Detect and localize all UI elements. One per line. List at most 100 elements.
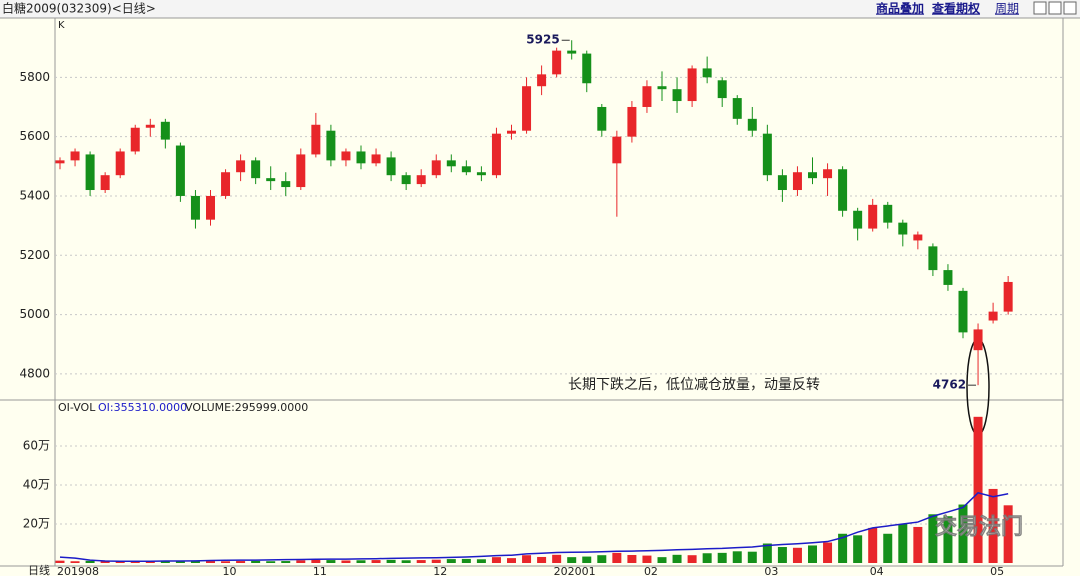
volume-bar xyxy=(371,560,381,563)
volume-bar xyxy=(687,555,697,563)
candle-body xyxy=(687,68,697,102)
candle-body xyxy=(672,89,682,102)
candle-body xyxy=(537,74,547,87)
candle-body xyxy=(296,154,306,188)
candle-body xyxy=(491,133,501,176)
candle-body xyxy=(507,130,516,134)
nav-button[interactable] xyxy=(1048,1,1062,15)
candle-body xyxy=(582,53,592,84)
volume-bar xyxy=(416,560,426,563)
y-tick-label: 20万 xyxy=(23,517,50,531)
oi-label: OI:355310.0000 xyxy=(98,401,187,414)
volume-bar xyxy=(206,561,215,563)
candle-body xyxy=(386,157,396,176)
volume-bar xyxy=(85,560,95,563)
candle-body xyxy=(657,86,667,90)
candle-body xyxy=(1003,281,1013,312)
toolbar-button[interactable]: 周期 xyxy=(995,2,1019,16)
volume-bar xyxy=(100,561,110,563)
volume-bar xyxy=(1003,505,1013,563)
volume-bar xyxy=(491,557,501,563)
candle-body xyxy=(627,106,637,137)
candle-body xyxy=(311,124,321,155)
volume-bar xyxy=(311,559,321,563)
y-tick-label: 5000 xyxy=(19,307,50,321)
volume-label: VOLUME:295999.0000 xyxy=(185,401,308,414)
volume-bar xyxy=(853,535,863,563)
volume-bar xyxy=(898,524,908,563)
candle-body xyxy=(446,160,456,167)
volume-bar xyxy=(145,561,155,563)
volume-bar xyxy=(642,555,652,563)
volume-bar xyxy=(296,560,306,563)
x-tick-label: 05 xyxy=(990,565,1004,576)
nav-button[interactable] xyxy=(1033,1,1047,15)
volume-bar xyxy=(461,558,471,563)
candle-body xyxy=(853,210,863,229)
volume-bar xyxy=(326,560,336,563)
candle-body xyxy=(762,133,772,176)
candle-body xyxy=(913,234,923,241)
volume-bar xyxy=(597,555,607,563)
volume-bar xyxy=(266,561,276,563)
x-tick-label: 02 xyxy=(644,565,658,576)
watermark: 交易法门 xyxy=(935,514,1023,540)
toolbar-button[interactable]: 查看期权 xyxy=(931,1,981,16)
x-tick-label: 11 xyxy=(313,565,327,576)
volume-bar xyxy=(281,561,291,563)
volume-bar xyxy=(251,560,261,563)
volume-bar xyxy=(777,547,787,563)
candle-body xyxy=(702,68,712,78)
candle-body xyxy=(898,222,908,235)
candle-body xyxy=(175,145,185,196)
volume-bar xyxy=(792,547,802,563)
volume-bar xyxy=(958,504,968,563)
candle-body xyxy=(416,175,426,185)
candle-body xyxy=(476,172,486,176)
volume-bar xyxy=(582,556,592,563)
volume-bar xyxy=(160,561,170,563)
volume-bar xyxy=(356,560,366,563)
candle-body xyxy=(160,121,170,140)
oi-line xyxy=(59,491,1009,562)
candle-body xyxy=(567,50,577,54)
volume-bar xyxy=(190,560,200,563)
chart-title: 白糖2009(032309)<日线> xyxy=(2,1,156,16)
volume-bar xyxy=(988,488,998,563)
candle-body xyxy=(85,154,95,191)
candle-body xyxy=(190,195,200,220)
candle-body xyxy=(236,160,246,173)
volume-bar xyxy=(838,533,848,563)
toolbar-button[interactable]: 商品叠加 xyxy=(876,1,924,16)
candle-body xyxy=(115,151,125,176)
panel-label: K xyxy=(58,20,65,31)
candle-body xyxy=(251,160,261,179)
volume-bar xyxy=(446,559,456,563)
volume-bar xyxy=(130,561,140,563)
volume-bar xyxy=(823,542,833,563)
x-tick-label: 03 xyxy=(764,565,778,576)
candle-body xyxy=(371,154,381,164)
y-tick-label: 5600 xyxy=(19,129,50,143)
candle-body xyxy=(612,136,622,164)
candle-body xyxy=(988,311,998,321)
candle-body xyxy=(100,175,110,191)
volume-bar xyxy=(913,526,923,563)
candle-body xyxy=(55,160,65,164)
volume-bar xyxy=(386,559,396,563)
candle-body xyxy=(777,175,787,191)
candle-body xyxy=(221,172,231,196)
volume-bar xyxy=(476,559,486,563)
volume-bar xyxy=(808,545,817,563)
candle-body xyxy=(808,172,817,179)
candle-body xyxy=(928,246,938,271)
candle-body xyxy=(868,204,878,229)
volume-bar xyxy=(236,561,246,563)
volume-bar xyxy=(943,516,953,563)
nav-button[interactable] xyxy=(1063,1,1077,15)
header-bar xyxy=(0,0,1080,18)
volume-bar xyxy=(762,543,772,563)
x-tick-label: 201908 xyxy=(57,565,99,576)
volume-bar xyxy=(115,561,125,563)
